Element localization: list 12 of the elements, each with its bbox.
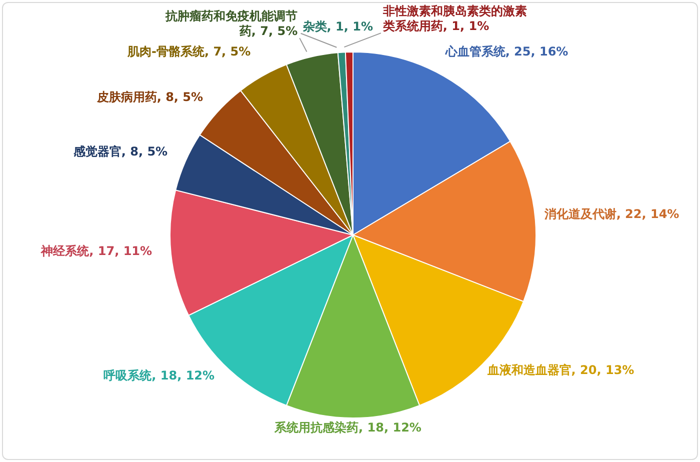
- slice-label: 消化道及代谢, 22, 14%: [543, 207, 680, 222]
- slice-label: 皮肤病用药, 8, 5%: [96, 90, 204, 104]
- slice-label: 血液和造血器官, 20, 13%: [486, 362, 634, 377]
- slice-label: 呼吸系统, 18, 12%: [104, 368, 215, 382]
- slice-label: 感觉器官, 8, 5%: [72, 144, 168, 158]
- slice-label: 杂类, 1, 1%: [302, 19, 373, 34]
- slice-label: 非性激素和胰岛素类的激素类系统用药, 1, 1%: [382, 4, 527, 34]
- slice-label: 心血管系统, 25, 16%: [444, 44, 568, 59]
- slice-label: 抗肿瘤药和免疫机能调节药, 7, 5%: [164, 9, 298, 38]
- slice-label: 肌肉-骨骼系统, 7, 5%: [126, 44, 251, 59]
- slice-label: 系统用抗感染药, 18, 12%: [274, 420, 422, 434]
- slice-label: 神经系统, 17, 11%: [40, 244, 152, 258]
